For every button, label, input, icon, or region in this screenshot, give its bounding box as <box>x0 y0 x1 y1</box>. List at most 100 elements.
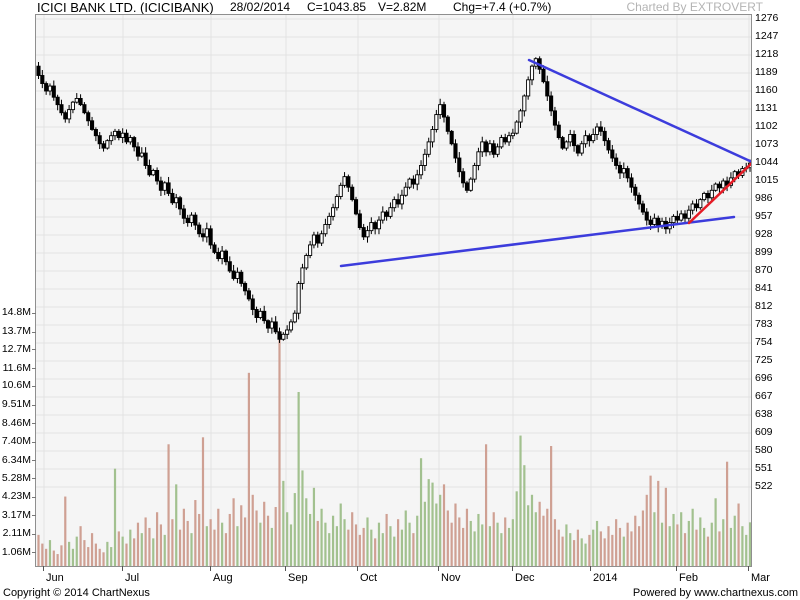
price-axis-label: 783 <box>755 317 773 330</box>
volume-bar <box>167 444 170 566</box>
volume-bar <box>396 519 400 566</box>
volume-bar <box>102 552 105 566</box>
volume-tick <box>32 460 36 461</box>
volume-bar <box>484 444 488 566</box>
candle <box>476 151 481 166</box>
volume-bar <box>538 501 541 566</box>
breakout-trendline[interactable] <box>687 159 756 225</box>
volume-bar <box>691 508 694 566</box>
volume-axis-label: 9.51M <box>1 398 31 411</box>
candle <box>44 83 49 92</box>
copyright-text: Copyright © 2014 ChartNexus <box>3 587 150 599</box>
candle <box>350 186 355 201</box>
candle <box>254 309 259 319</box>
volume-bar <box>630 531 633 566</box>
volume-bar <box>550 446 553 566</box>
volume-bar <box>301 470 304 566</box>
volume-bar <box>178 529 182 566</box>
chart-plot-area[interactable] <box>35 14 756 567</box>
quote-change: Chg=+7.4 (+0.7%) <box>453 0 552 14</box>
candle <box>419 165 424 176</box>
volume-bar <box>515 491 518 566</box>
candle <box>510 132 515 137</box>
volume-bar <box>232 498 235 566</box>
volume-bar <box>52 550 55 566</box>
volume-bar <box>435 503 438 566</box>
volume-bar <box>664 487 667 566</box>
resistance-trendline[interactable] <box>527 58 754 164</box>
volume-bar <box>374 538 377 566</box>
volume-bar <box>270 527 273 566</box>
volume-bar <box>190 533 193 566</box>
candle <box>327 215 332 225</box>
volume-bar <box>450 522 453 566</box>
price-volume-chart[interactable] <box>36 15 756 566</box>
volume-bar <box>266 515 270 566</box>
price-axis-label: 841 <box>755 281 773 294</box>
volume-bar <box>695 529 698 566</box>
candle <box>47 85 53 92</box>
candle <box>384 211 389 217</box>
candle <box>193 214 198 226</box>
candle <box>319 233 324 244</box>
volume-bar <box>603 538 606 566</box>
volume-bar <box>259 522 262 566</box>
candle <box>621 168 626 174</box>
candle <box>93 129 98 137</box>
volume-bar <box>228 513 231 566</box>
candle <box>70 101 75 111</box>
volume-bar <box>725 461 729 566</box>
month-axis-label: Aug <box>213 572 233 584</box>
volume-bar <box>377 522 381 566</box>
candle <box>311 234 316 246</box>
volume-bar <box>56 554 59 566</box>
volume-bar <box>400 529 404 566</box>
volume-bar <box>90 533 94 566</box>
volume-bar <box>416 515 419 566</box>
volume-bar <box>404 510 407 566</box>
candle <box>430 129 435 143</box>
volume-bar <box>462 527 465 566</box>
candle <box>101 143 106 149</box>
month-tick <box>285 566 286 571</box>
candle <box>522 95 527 112</box>
price-axis-label: 638 <box>755 407 773 420</box>
volume-bar <box>565 524 568 566</box>
candle <box>705 192 711 199</box>
volume-tick <box>32 478 36 480</box>
candle <box>380 211 385 221</box>
candle <box>170 192 175 204</box>
volume-bar <box>714 498 717 566</box>
candle <box>239 271 244 284</box>
volume-bar <box>48 540 52 566</box>
volume-bar <box>507 527 511 566</box>
volume-bar <box>546 508 549 566</box>
volume-axis-label: 7.40M <box>1 435 31 448</box>
support-trendline[interactable] <box>339 215 736 268</box>
volume-bar <box>645 494 648 566</box>
candle <box>55 96 60 106</box>
candle <box>296 282 301 314</box>
price-axis-label: 1276 <box>755 11 779 24</box>
candle <box>105 140 110 149</box>
candle <box>679 213 684 221</box>
candle <box>396 199 401 205</box>
price-axis-label: 812 <box>755 299 773 312</box>
candle <box>353 199 359 215</box>
volume-bar <box>523 465 526 566</box>
volume-bar <box>293 493 296 566</box>
powered-by-link[interactable]: Powered by www.chartnexus.com <box>632 587 798 599</box>
volume-tick <box>32 385 36 387</box>
candle <box>86 112 91 122</box>
volume-bar <box>328 533 331 566</box>
candle <box>491 143 496 155</box>
candle <box>181 208 186 219</box>
candle <box>499 137 504 148</box>
volume-bar <box>213 529 216 566</box>
volume-bar <box>626 522 629 566</box>
candle <box>365 230 370 238</box>
volume-bar <box>699 517 702 566</box>
volume-bar <box>201 437 205 566</box>
price-axis-label: 754 <box>755 335 773 348</box>
candle <box>392 199 397 209</box>
